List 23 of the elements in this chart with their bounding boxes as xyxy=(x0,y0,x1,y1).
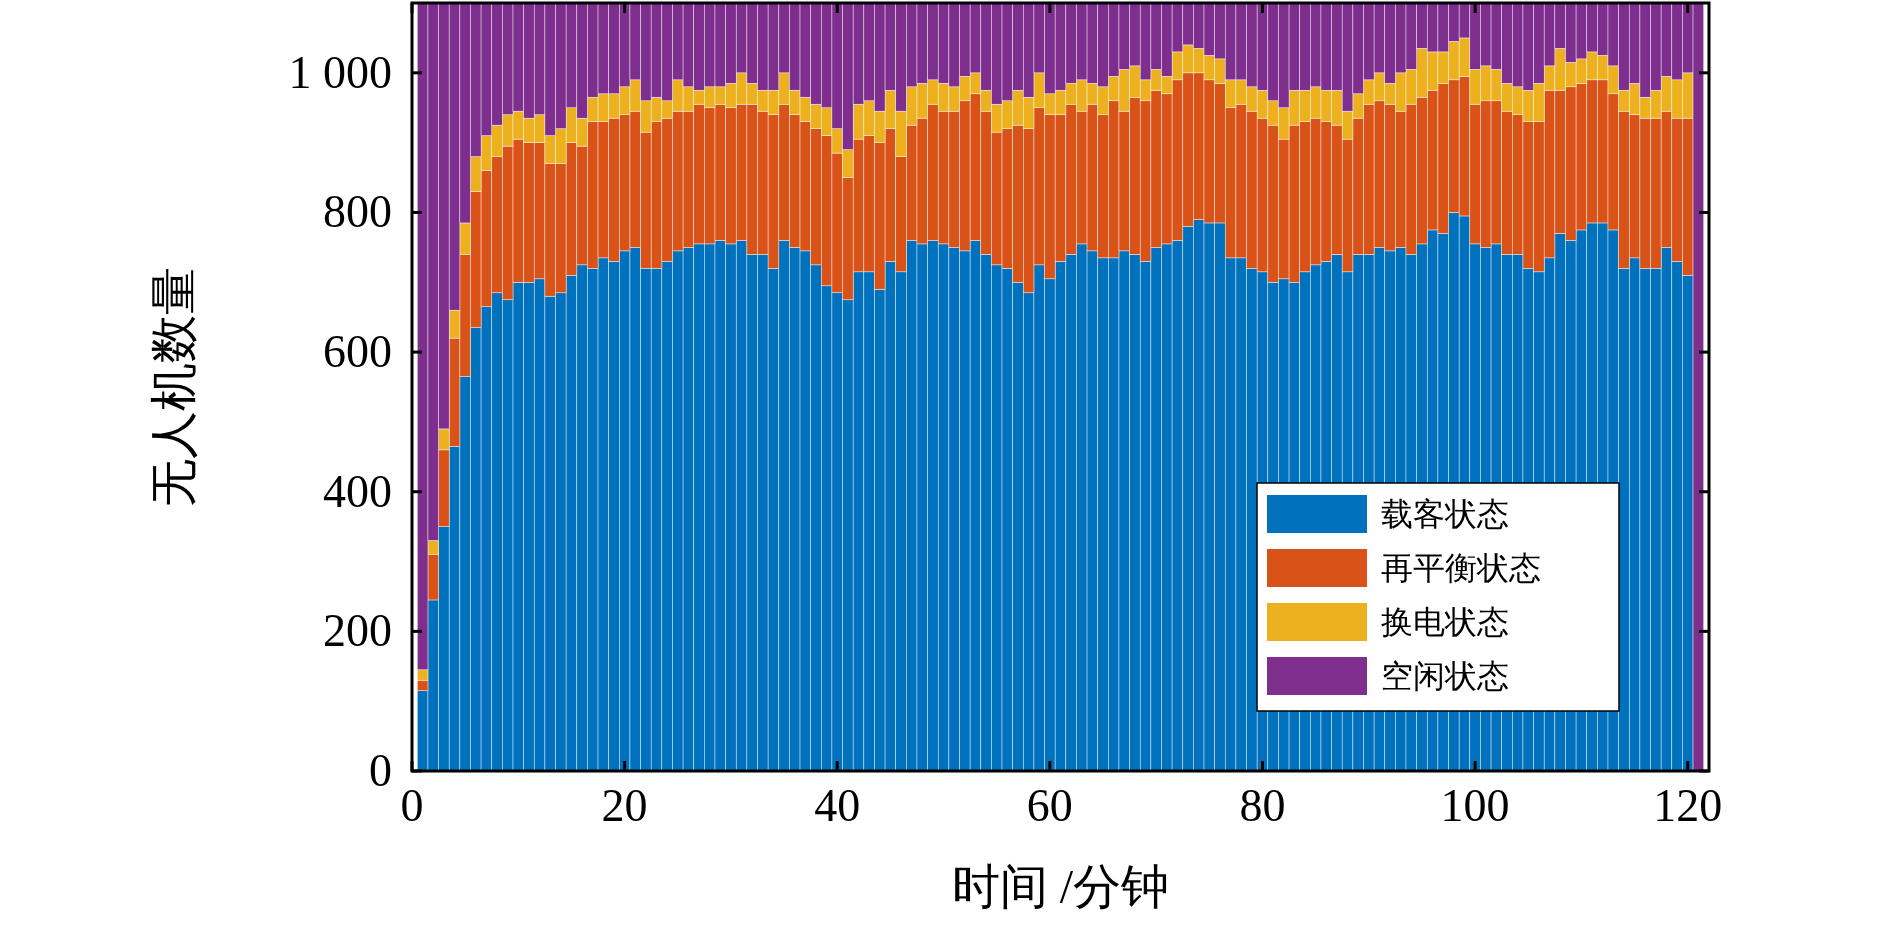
x-tick-label: 100 xyxy=(1440,780,1510,831)
series-label: 载客状态 xyxy=(1381,496,1509,532)
legend-item: 再平衡状态 xyxy=(1267,549,1541,587)
x-tick-label: 0 xyxy=(400,780,424,831)
y-tick-label: 200 xyxy=(323,605,392,657)
x-tick-label: 120 xyxy=(1653,780,1723,831)
y-tick-label: 0 xyxy=(369,745,392,796)
x-tick-label: 60 xyxy=(1026,780,1073,831)
legend-label: 换电状态 xyxy=(1381,604,1509,640)
legend-item: 空闲状态 xyxy=(1267,657,1509,695)
x-axis-title: 时间 /分钟 xyxy=(951,860,1170,913)
y-tick-label: 800 xyxy=(323,186,392,238)
y-axis-title: 无人机数量 xyxy=(147,267,200,507)
x-tick-label: 20 xyxy=(601,780,648,831)
x-tick-label: 80 xyxy=(1239,780,1286,831)
y-tick-label: 1 000 xyxy=(288,46,392,98)
y-tick-label: 600 xyxy=(323,326,392,378)
legend-item: 载客状态 xyxy=(1267,495,1509,533)
x-tick-label: 40 xyxy=(814,780,861,831)
legend-label: 再平衡状态 xyxy=(1381,550,1541,586)
y-tick-label: 400 xyxy=(323,465,392,517)
legend-label: 空闲状态 xyxy=(1381,658,1509,694)
legend-item: 换电状态 xyxy=(1267,603,1509,641)
